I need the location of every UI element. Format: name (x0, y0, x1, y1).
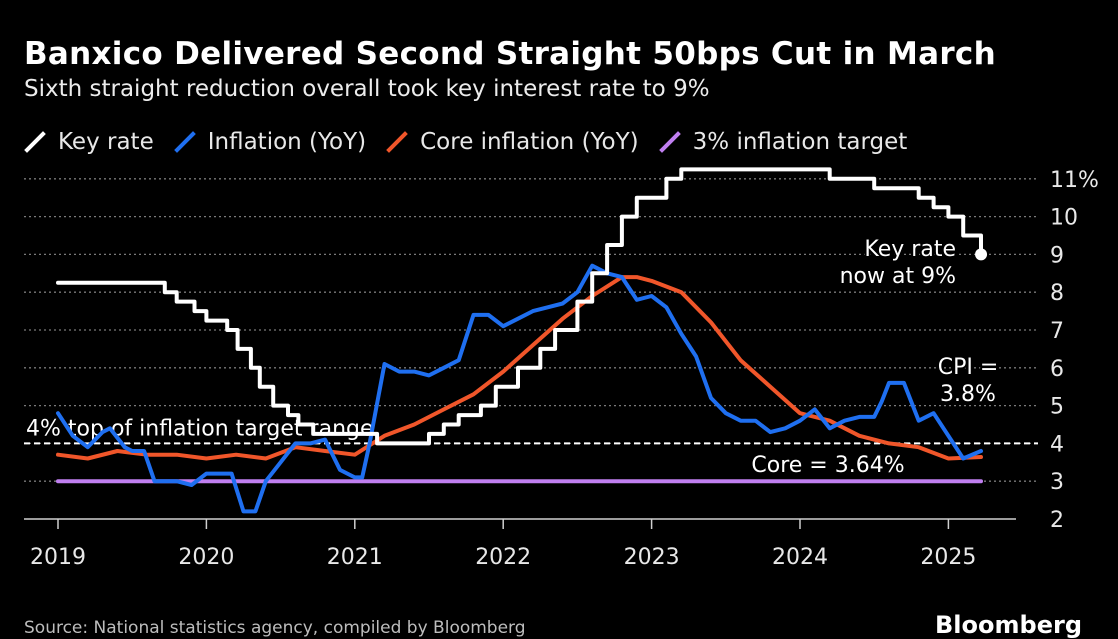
inflation-swatch-icon (173, 131, 196, 153)
bloomberg-logo: Bloomberg (935, 611, 1082, 639)
series-lines (56, 167, 983, 514)
x-axis: 2019 2020 2021 2022 2023 2024 2025 (24, 518, 1016, 570)
x-tick-label: 2021 (327, 545, 383, 570)
annotation-text: Key rate (864, 237, 956, 262)
legend-item-inflation: Inflation (YoY) (173, 129, 367, 155)
legend-label: Core inflation (YoY) (420, 129, 639, 155)
x-tick-label: 2020 (178, 545, 234, 570)
annotation-text: now at 9% (840, 264, 956, 289)
x-tick-label: 2024 (772, 545, 828, 570)
series-line-inflation-yoy (56, 263, 983, 514)
y-tick-label: 3 (1050, 470, 1064, 495)
legend-label: Key rate (58, 129, 154, 155)
y-axis: 2 3 4 5 6 7 8 9 10 11% (1050, 168, 1099, 533)
y-tick-label: 8 (1050, 281, 1064, 306)
key-rate-swatch-icon (24, 131, 46, 153)
x-tick-label: 2019 (30, 545, 86, 570)
annotation-text: Core = 3.64% (751, 453, 904, 478)
chart-title: Banxico Delivered Second Straight 50bps … (24, 36, 996, 72)
chart-subtitle: Sixth straight reduction overall took ke… (24, 76, 710, 102)
y-tick-label: 11% (1050, 168, 1099, 193)
y-tick-label: 2 (1050, 508, 1064, 533)
legend: Key rate Inflation (YoY) Core inflation … (24, 127, 927, 157)
y-tick-label: 5 (1050, 395, 1064, 420)
target-swatch-icon (658, 131, 681, 153)
y-tick-label: 7 (1050, 319, 1064, 344)
source-note: Source: National statistics agency, comp… (24, 618, 526, 638)
inflation-target-range-label: 4% top of inflation target range (26, 416, 374, 441)
x-tick-label: 2022 (475, 545, 531, 570)
y-tick-label: 6 (1050, 357, 1064, 382)
annotation-text: 3.8% (940, 382, 996, 407)
series-line-key-rate (56, 167, 983, 446)
y-tick-label: 10 (1050, 206, 1078, 231)
key-rate-end-marker (975, 248, 988, 261)
x-tick-label: 2023 (624, 545, 680, 570)
y-tick-label: 4 (1050, 432, 1064, 457)
y-tick-label: 9 (1050, 243, 1064, 268)
legend-item-inflation-target: 3% inflation target (658, 129, 908, 155)
annotation-text: CPI = (938, 355, 999, 380)
x-tick-label: 2025 (920, 545, 976, 570)
legend-item-key-rate: Key rate (24, 129, 154, 155)
core-inflation-swatch-icon (386, 131, 408, 153)
legend-item-core-inflation: Core inflation (YoY) (386, 129, 639, 155)
legend-label: 3% inflation target (692, 129, 908, 155)
legend-label: Inflation (YoY) (207, 129, 367, 155)
reference-lines: 4% top of inflation target range (24, 414, 1038, 445)
